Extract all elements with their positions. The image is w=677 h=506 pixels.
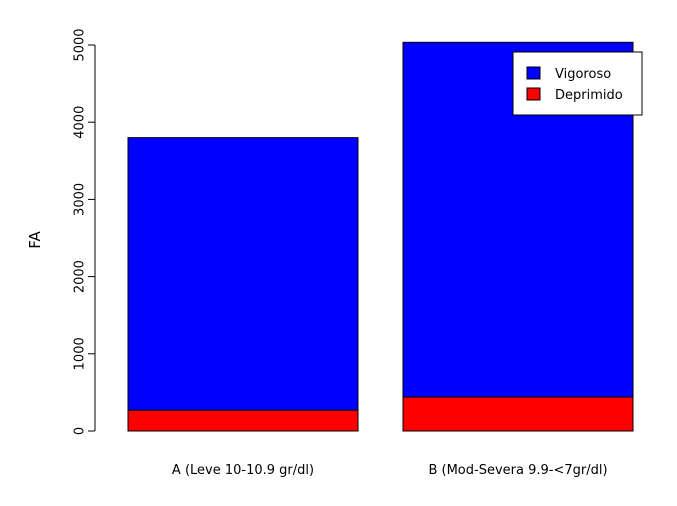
legend: Vigoroso Deprimido [512,51,643,116]
x-category-label-0: A (Leve 10-10.9 gr/dl) [172,463,314,478]
y-axis-label: FA [26,231,44,249]
y-tick-label-1000: 1000 [73,337,88,370]
legend-swatch-vigoroso [526,66,541,80]
legend-label-vigoroso: Vigoroso [555,67,611,82]
y-tick-label-4000: 4000 [73,106,88,139]
y-tick-label-0: 0 [73,427,88,435]
y-axis: 0 1000 2000 3000 4000 5000 [73,28,96,435]
bar-vigoroso-0 [127,137,359,411]
y-tick-label-3000: 3000 [73,183,88,216]
y-tick-label-2000: 2000 [73,260,88,293]
bar-deprimido-0 [127,409,359,432]
y-tick-label-5000: 5000 [73,28,88,61]
legend-box [512,51,643,116]
legend-swatch-deprimido [526,87,541,101]
bar-deprimido-1 [402,396,634,432]
legend-label-deprimido: Deprimido [555,88,623,103]
x-axis: A (Leve 10-10.9 gr/dl) B (Mod-Severa 9.9-… [172,463,608,478]
x-category-label-1: B (Mod-Severa 9.9-<7gr/dl) [428,463,607,478]
